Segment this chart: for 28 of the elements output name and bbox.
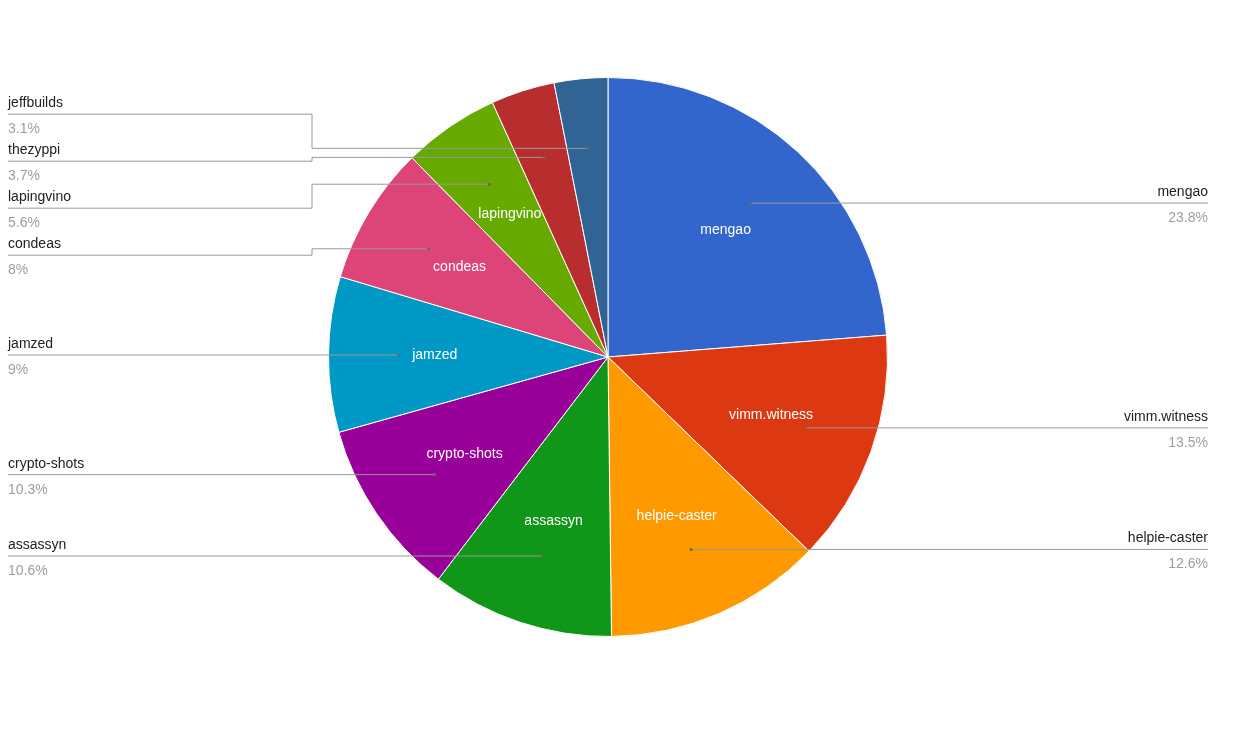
data-label: 3.1% (8, 120, 40, 137)
data-label: 9% (8, 361, 29, 378)
slice-label: mengao (1157, 183, 1209, 200)
slice-label: condeas (433, 258, 487, 275)
slice-label: assassyn (524, 512, 583, 529)
slice-label: lapingvino (8, 188, 72, 205)
data-label: 23.8% (1168, 209, 1208, 226)
data-label: 3.7% (8, 167, 40, 184)
data-label: 10.3% (8, 480, 48, 497)
slice-label: condeas (8, 235, 61, 252)
data-label: 8% (8, 261, 29, 278)
slice-label: assassyn (8, 536, 67, 552)
slice-label: jeffbuilds (7, 94, 64, 111)
slice-label: vimm.witness (729, 406, 814, 423)
slice-label: mengao (700, 220, 752, 237)
slice-label: crypto-shots (8, 454, 85, 471)
slice-label: helpie-caster (1127, 529, 1209, 546)
data-label: 13.5% (1168, 433, 1208, 450)
data-label: 5.6% (8, 214, 40, 231)
slice-label: helpie-caster (636, 506, 718, 523)
slice-label: lapingvino (478, 205, 542, 222)
slice-label: thezyppi (8, 141, 61, 158)
data-label: 10.6% (8, 562, 48, 578)
slice-label: vimm.witness (1123, 407, 1208, 424)
data-label: 12.6% (1168, 555, 1208, 572)
slice-label: crypto-shots (426, 445, 503, 462)
slice-label: jamzed (411, 346, 458, 363)
slice-label: jamzed (7, 335, 54, 352)
